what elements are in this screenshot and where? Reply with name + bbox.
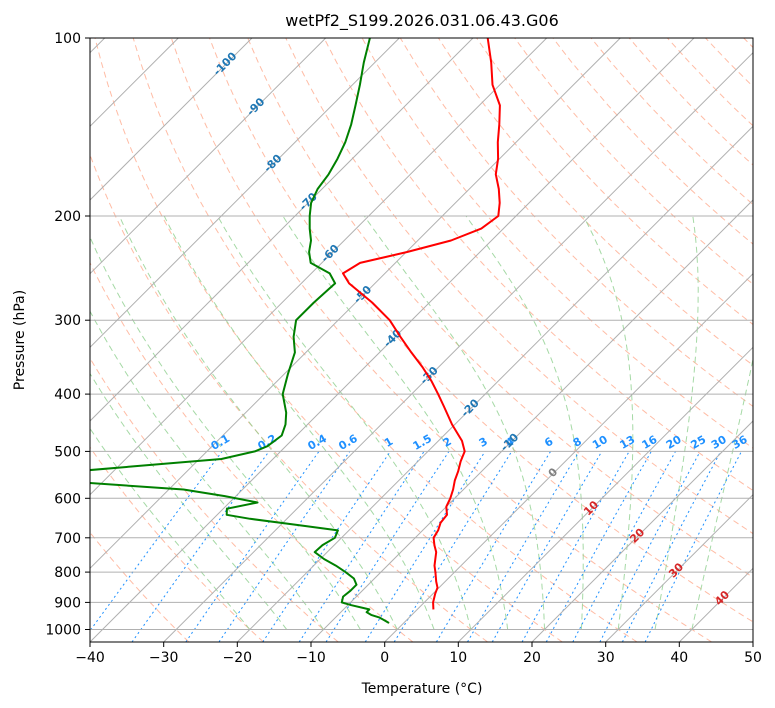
mixing-ratio-line xyxy=(621,451,722,642)
x-tick-label: −40 xyxy=(75,650,105,666)
mixing-ratio-line xyxy=(545,451,652,642)
mixing-ratio-line xyxy=(298,451,425,642)
dewpoint-profile xyxy=(90,38,390,624)
isotherm-line xyxy=(90,38,253,201)
profile-lines xyxy=(90,38,501,624)
mixing-ratio-line xyxy=(491,451,603,642)
mixing-ratio-line xyxy=(572,451,676,642)
isotherm-line xyxy=(90,38,474,422)
x-tick-label: −30 xyxy=(149,650,179,666)
mixing-ratio-line xyxy=(393,451,513,642)
x-tick-label: 40 xyxy=(670,650,688,666)
isotherm-line xyxy=(90,38,327,275)
isotherm-line xyxy=(384,272,753,642)
y-tick-label: 100 xyxy=(54,31,81,47)
y-axis-ticks: 1000 900 800 700 600 500 400 300 200 100 xyxy=(45,31,90,639)
y-tick-label: 1000 xyxy=(45,623,81,639)
x-tick-label: 50 xyxy=(744,650,762,666)
y-tick-label: 800 xyxy=(54,565,81,581)
isotherm-line xyxy=(457,346,753,642)
x-tick-label: −10 xyxy=(296,650,326,666)
y-tick-label: 700 xyxy=(54,531,81,547)
x-tick-label: 10 xyxy=(449,650,467,666)
y-tick-label: 600 xyxy=(54,491,81,507)
dry-adiabat xyxy=(132,38,638,642)
mixing-ratio-line xyxy=(364,451,486,642)
dry-adiabat xyxy=(170,38,712,642)
mixing-ratio-line xyxy=(467,451,580,642)
isotherm-line xyxy=(90,38,621,570)
y-tick-label: 200 xyxy=(54,209,81,225)
moist-adiabat xyxy=(90,310,324,630)
y-tick-label: 400 xyxy=(54,387,81,403)
isotherm-line xyxy=(310,199,753,642)
plot-frame xyxy=(89,37,754,643)
dry-adiabat xyxy=(247,38,753,578)
moist-adiabat xyxy=(282,215,509,630)
mixing-ratio-line xyxy=(521,451,630,642)
moist-adiabat xyxy=(118,215,398,630)
mixing-ratio-line xyxy=(599,451,701,642)
isotherm-line xyxy=(605,493,753,642)
dry-adiabat xyxy=(209,38,753,623)
x-tick-label: 0 xyxy=(380,650,389,666)
isotherm-line xyxy=(531,420,753,642)
reference-lines xyxy=(90,38,753,642)
x-axis-ticks: −40 −30 −20 −10 0 10 20 30 40 50 xyxy=(75,642,762,666)
dry-adiabat xyxy=(285,38,753,535)
isotherm-line xyxy=(90,38,695,642)
dry-adiabat xyxy=(90,261,414,642)
mixing-ratio-line xyxy=(435,451,552,642)
mixing-ratio-line xyxy=(325,451,450,642)
x-tick-label: −20 xyxy=(223,650,253,666)
dry-adiabat xyxy=(514,38,753,285)
y-tick-label: 500 xyxy=(54,444,81,460)
x-tick-label: 20 xyxy=(523,650,541,666)
mixing-ratio-line xyxy=(90,451,223,632)
isotherm-line xyxy=(236,125,753,642)
y-tick-label: 900 xyxy=(54,595,81,611)
y-tick-label: 300 xyxy=(54,313,81,329)
isotherm-line xyxy=(90,38,400,349)
isotherm-line xyxy=(163,51,753,642)
dry-adiabat xyxy=(94,38,563,642)
y-axis-label: Pressure (hPa) xyxy=(12,290,28,390)
dry-adiabat xyxy=(476,38,753,326)
chart-title: wetPf2_S199.2026.031.06.43.G06 xyxy=(285,11,559,31)
x-axis-label: Temperature (°C) xyxy=(361,681,483,697)
dry-adiabat xyxy=(90,446,264,642)
isotherm-line xyxy=(90,38,548,496)
x-tick-label: 30 xyxy=(597,650,615,666)
dry-adiabat xyxy=(323,38,753,492)
temperature-profile xyxy=(342,38,501,610)
